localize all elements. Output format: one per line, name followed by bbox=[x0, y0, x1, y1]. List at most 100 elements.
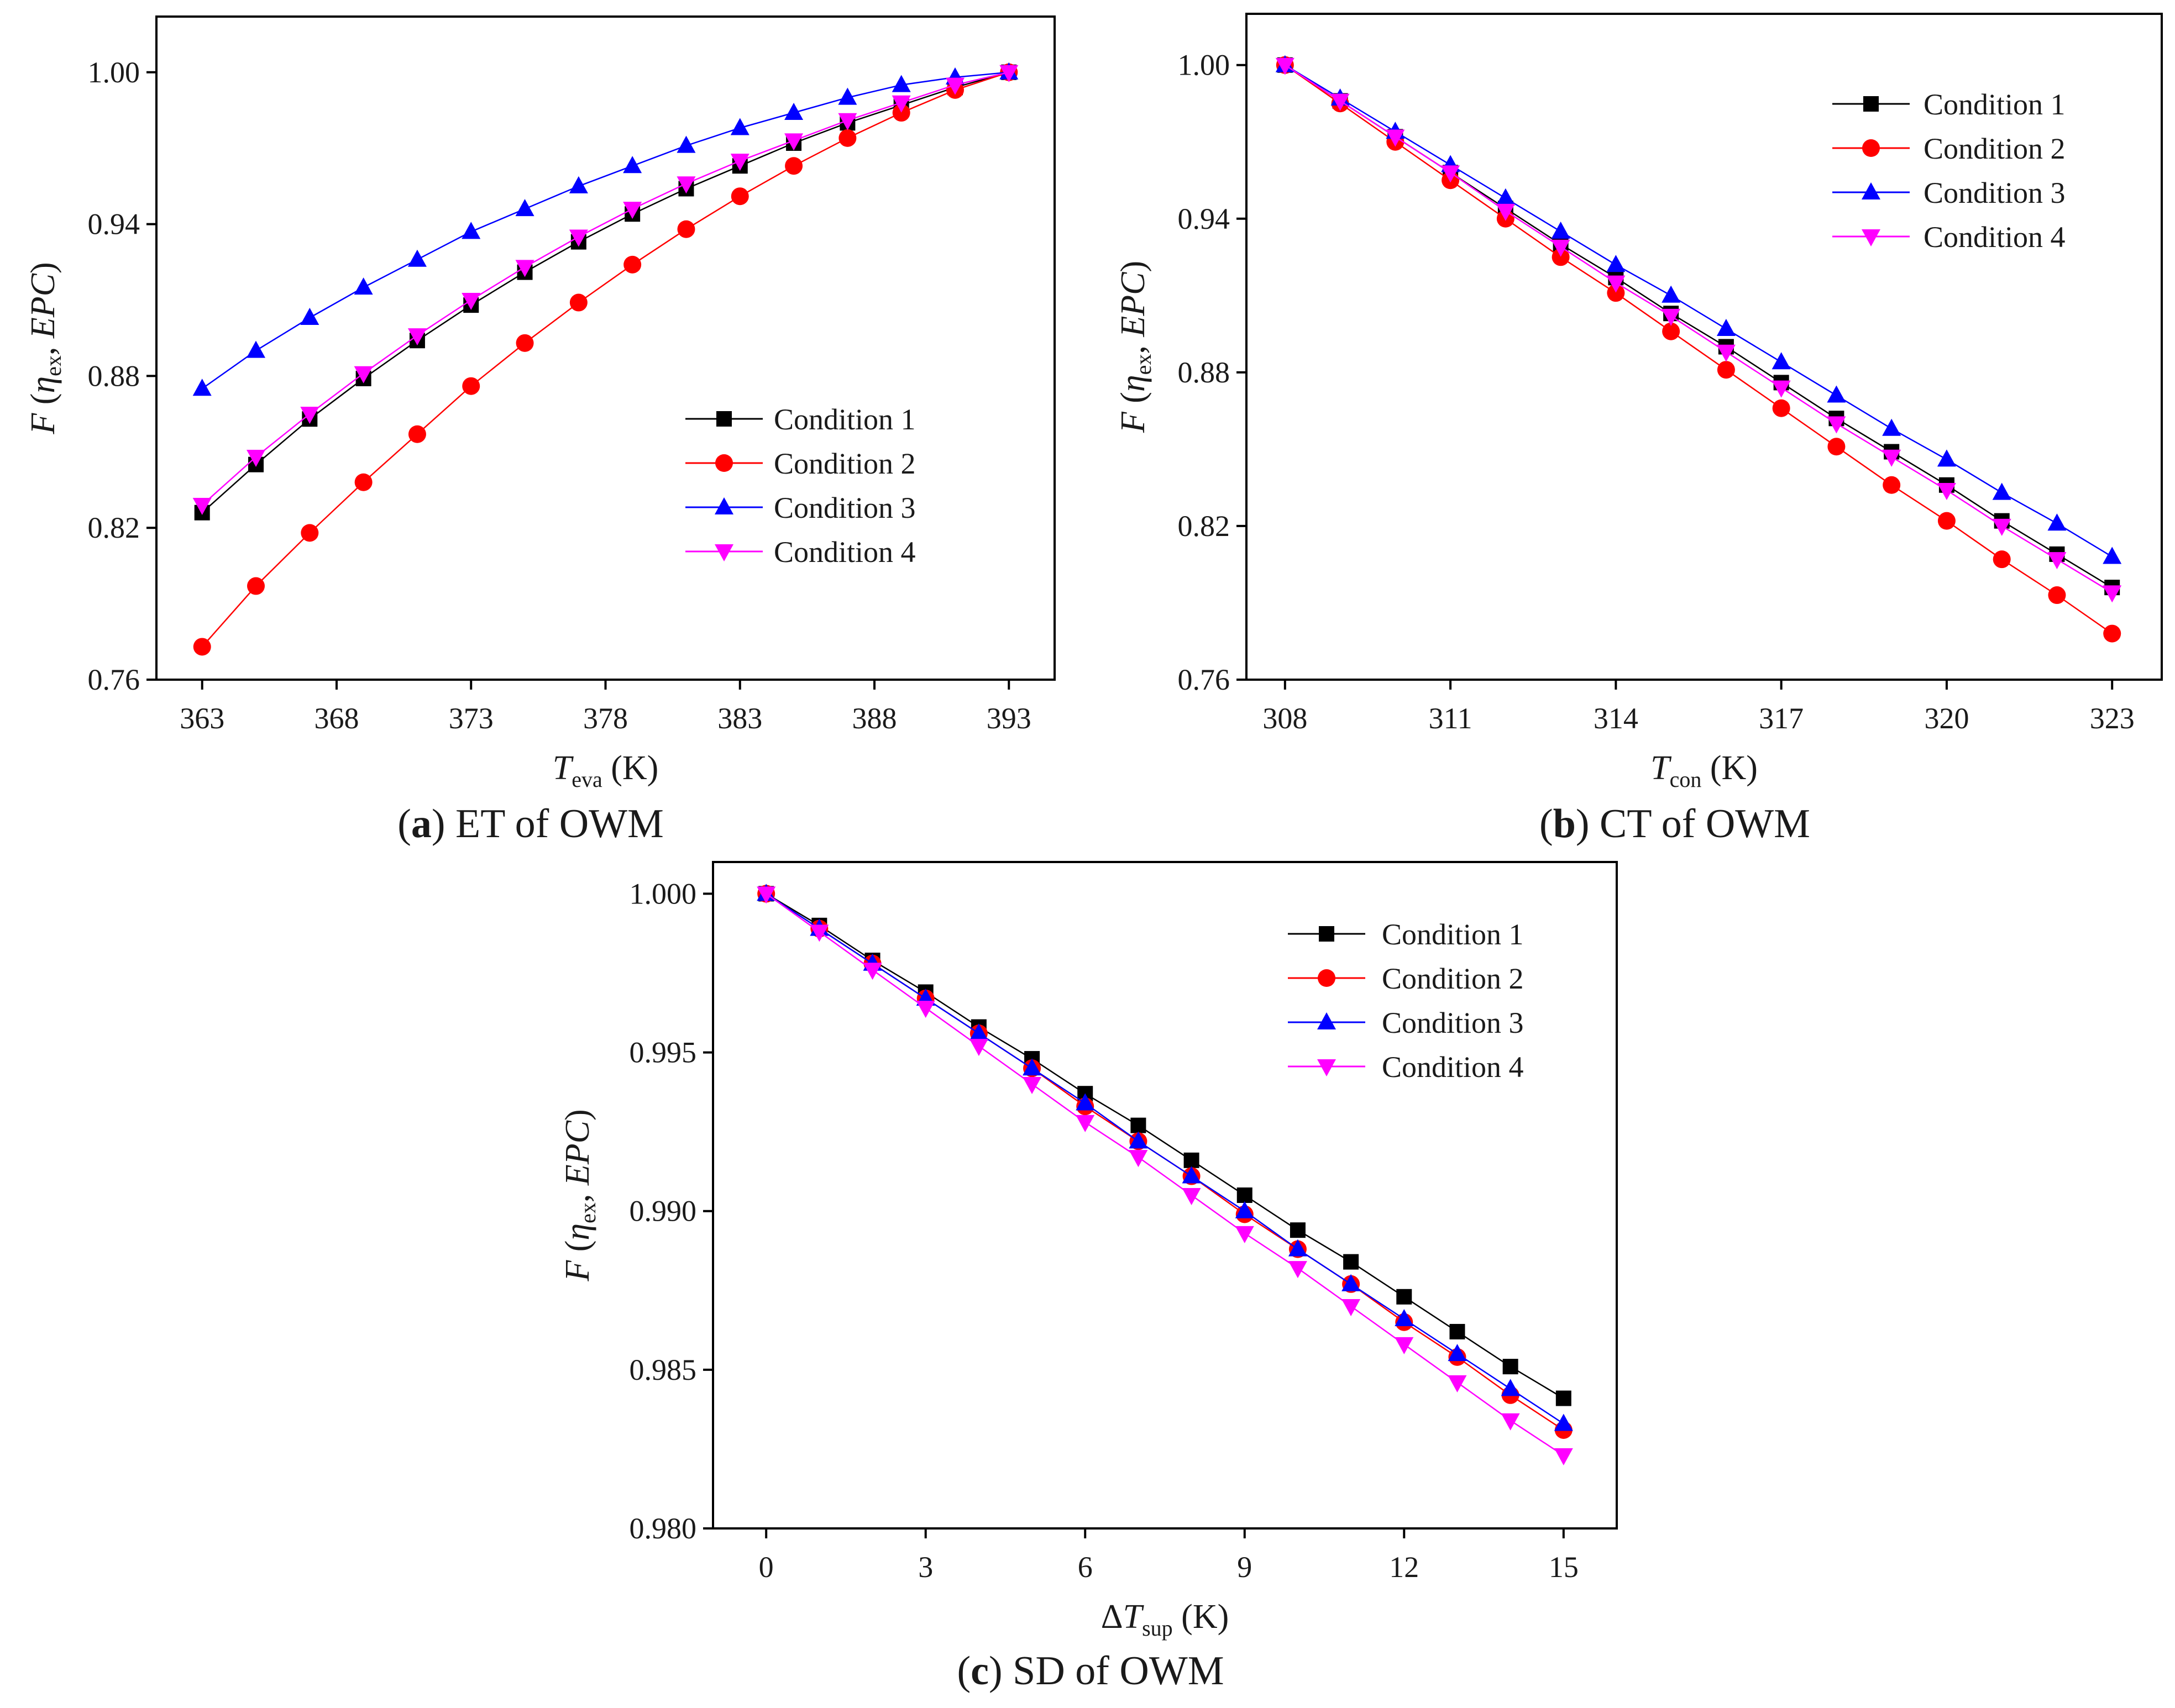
data-point bbox=[408, 425, 426, 443]
y-tick-label: 0.980 bbox=[630, 1512, 697, 1545]
y-axis-title: F (ηex, EPC) bbox=[24, 262, 66, 434]
data-point bbox=[1993, 550, 2011, 569]
data-point bbox=[969, 1023, 988, 1041]
panel-c: 0 3 6 9 12 15 0.980 0.985 0.990 0.995 1.000 F (ηex,… bbox=[559, 861, 1618, 1694]
data-point bbox=[1076, 1093, 1095, 1111]
x-tick-label: 368 bbox=[314, 702, 359, 735]
legend: Condition 1 Condition 2 Condition 3 Conditi… bbox=[1288, 918, 1524, 1084]
x-tick-label: 0 bbox=[759, 1551, 774, 1584]
data-point bbox=[1396, 1289, 1412, 1305]
y-tick-label: 0.94 bbox=[1178, 202, 1230, 235]
data-point bbox=[1827, 416, 1846, 434]
x-tick-label: 6 bbox=[1078, 1551, 1093, 1584]
y-tick-label: 0.94 bbox=[88, 208, 140, 241]
data-point bbox=[1662, 308, 1681, 326]
x-tick-label: 323 bbox=[2090, 702, 2135, 735]
data-point bbox=[1395, 1337, 1414, 1354]
y-tick-label: 0.995 bbox=[630, 1036, 697, 1069]
data-point bbox=[515, 199, 534, 217]
data-point bbox=[1554, 1448, 1573, 1465]
y-tick-label: 0.990 bbox=[630, 1195, 697, 1228]
data-point bbox=[784, 133, 804, 151]
data-point bbox=[1992, 482, 2011, 500]
plot-frame bbox=[712, 861, 1618, 1530]
y-tick-label: 1.000 bbox=[630, 877, 697, 910]
legend-marker bbox=[1863, 96, 1879, 112]
x-tick-label: 378 bbox=[583, 702, 628, 735]
data-point bbox=[1827, 385, 1846, 403]
x-tick-label: 320 bbox=[1924, 702, 1969, 735]
data-point bbox=[1882, 418, 1901, 436]
x-tick-label: 314 bbox=[1594, 702, 1638, 735]
data-point bbox=[1937, 512, 1956, 530]
legend-label: Condition 4 bbox=[1924, 220, 2066, 254]
panel-a: 363 368 373 378 383 388 393 0.76 0.82 0.88 0.94 1.0… bbox=[24, 15, 1056, 847]
data-point bbox=[1552, 248, 1570, 266]
y-axis-title: F (ηex, EPC) bbox=[559, 1109, 600, 1281]
series-line bbox=[201, 71, 1009, 390]
series-line bbox=[201, 71, 1009, 513]
data-point bbox=[892, 95, 911, 113]
data-point bbox=[731, 187, 749, 206]
data-point bbox=[2103, 585, 2122, 603]
data-point bbox=[730, 154, 750, 171]
series-line bbox=[766, 893, 1564, 1399]
data-point bbox=[193, 638, 211, 656]
y-tick-label: 1.00 bbox=[88, 56, 140, 89]
data-point bbox=[300, 308, 319, 325]
data-point bbox=[810, 924, 829, 942]
x-tick-label: 393 bbox=[987, 702, 1031, 735]
series-4 bbox=[757, 886, 1573, 1465]
data-point bbox=[1183, 1152, 1199, 1168]
legend-marker bbox=[1319, 926, 1334, 942]
data-point bbox=[785, 157, 803, 175]
legend-label: Condition 1 bbox=[1382, 918, 1524, 951]
legend-label: Condition 1 bbox=[774, 403, 916, 436]
x-axis-title: Teva (K) bbox=[553, 749, 659, 792]
data-point bbox=[1501, 1413, 1520, 1431]
data-point bbox=[1496, 188, 1515, 206]
series-line bbox=[766, 893, 1564, 1456]
data-point bbox=[623, 156, 642, 174]
data-point bbox=[192, 379, 212, 396]
panel-caption: (b) CT of OWM bbox=[1539, 801, 1810, 847]
series-line bbox=[1285, 64, 2113, 593]
x-axis-title: ΔTsup (K) bbox=[1101, 1598, 1229, 1641]
data-point bbox=[1717, 361, 1735, 379]
legend-label: Condition 2 bbox=[1382, 962, 1524, 995]
y-tick-label: 1.00 bbox=[1178, 49, 1230, 82]
legend-label: Condition 3 bbox=[1924, 176, 2066, 209]
data-point bbox=[1343, 1254, 1359, 1270]
data-point bbox=[1275, 57, 1294, 75]
x-tick-label: 308 bbox=[1262, 702, 1307, 735]
data-point bbox=[354, 473, 373, 491]
data-point bbox=[677, 220, 695, 238]
data-point bbox=[1341, 1299, 1361, 1316]
data-point bbox=[730, 118, 750, 135]
data-point bbox=[569, 176, 588, 193]
data-point bbox=[569, 293, 588, 312]
data-point bbox=[192, 497, 212, 515]
legend-label: Condition 4 bbox=[774, 535, 916, 569]
data-point bbox=[462, 377, 480, 395]
legend-marker bbox=[1862, 229, 1880, 246]
x-tick-label: 373 bbox=[449, 702, 494, 735]
data-point bbox=[1555, 1390, 1571, 1406]
x-tick-label: 388 bbox=[852, 702, 897, 735]
data-point bbox=[677, 135, 696, 153]
series-line bbox=[766, 893, 1564, 1425]
x-tick-label: 15 bbox=[1549, 1551, 1579, 1584]
data-point bbox=[1937, 483, 1956, 501]
data-point bbox=[863, 963, 882, 980]
data-point bbox=[1607, 284, 1625, 302]
data-point bbox=[1883, 476, 1901, 494]
data-point bbox=[1236, 1187, 1252, 1203]
x-tick-label: 12 bbox=[1389, 1551, 1419, 1584]
data-point bbox=[1130, 1117, 1146, 1133]
y-tick-label: 0.985 bbox=[630, 1353, 697, 1386]
series-line bbox=[1285, 64, 2113, 558]
data-point bbox=[1076, 1115, 1095, 1132]
panel-b: 308 311 314 317 320 323 0.76 0.82 0.88 0.94 1.00 F … bbox=[1114, 13, 2163, 847]
data-point bbox=[1772, 352, 1791, 370]
